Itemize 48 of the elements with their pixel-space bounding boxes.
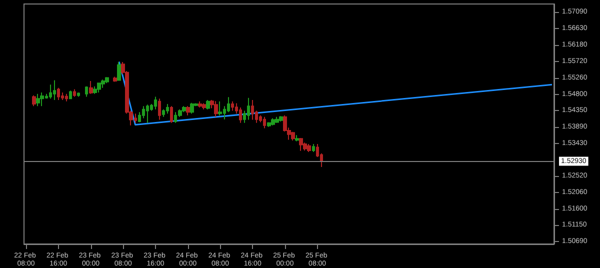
candlestick — [291, 131, 295, 141]
candlestick — [73, 88, 76, 98]
candlestick — [154, 96, 157, 110]
candlestick — [190, 102, 194, 114]
candlestick — [279, 116, 283, 122]
candlestick — [117, 62, 121, 82]
candlestick — [142, 106, 145, 119]
candlestick — [61, 92, 64, 100]
candlestick — [267, 122, 271, 128]
candlestick — [263, 116, 266, 129]
candlestick — [65, 93, 68, 102]
candlestick — [69, 90, 72, 100]
candlestick — [170, 106, 173, 124]
candlestick — [77, 92, 80, 98]
candlestick — [146, 104, 149, 124]
candlestick — [275, 116, 279, 124]
candlestick — [299, 137, 303, 152]
candlestick — [206, 100, 210, 110]
candlestick — [218, 100, 222, 116]
candlestick — [239, 107, 242, 124]
candlestick — [303, 142, 307, 152]
candlestick — [214, 100, 218, 118]
candlestick — [312, 144, 315, 152]
candlestick — [166, 103, 169, 114]
candlestick — [231, 100, 234, 112]
candlestick — [247, 97, 250, 120]
candlestick — [186, 106, 190, 116]
candlestick — [97, 82, 101, 93]
candlestick — [89, 80, 93, 94]
candlestick — [202, 102, 206, 110]
candlestick — [40, 92, 44, 107]
candlestick — [271, 118, 275, 126]
candlestick — [158, 98, 161, 120]
candlestick — [307, 144, 311, 152]
candlestick — [251, 100, 254, 120]
candlestick — [105, 76, 109, 84]
candlestick — [57, 87, 60, 100]
candlestick — [93, 86, 97, 94]
candlestick — [182, 106, 186, 113]
candlestick — [295, 134, 299, 142]
candlestick — [101, 79, 105, 88]
candlestick — [198, 100, 202, 108]
candlestick — [85, 86, 88, 98]
candlestick — [113, 76, 117, 82]
candlestick — [49, 84, 52, 100]
candlestick — [53, 80, 56, 100]
candlestick — [32, 94, 36, 107]
candlestick — [36, 93, 40, 107]
